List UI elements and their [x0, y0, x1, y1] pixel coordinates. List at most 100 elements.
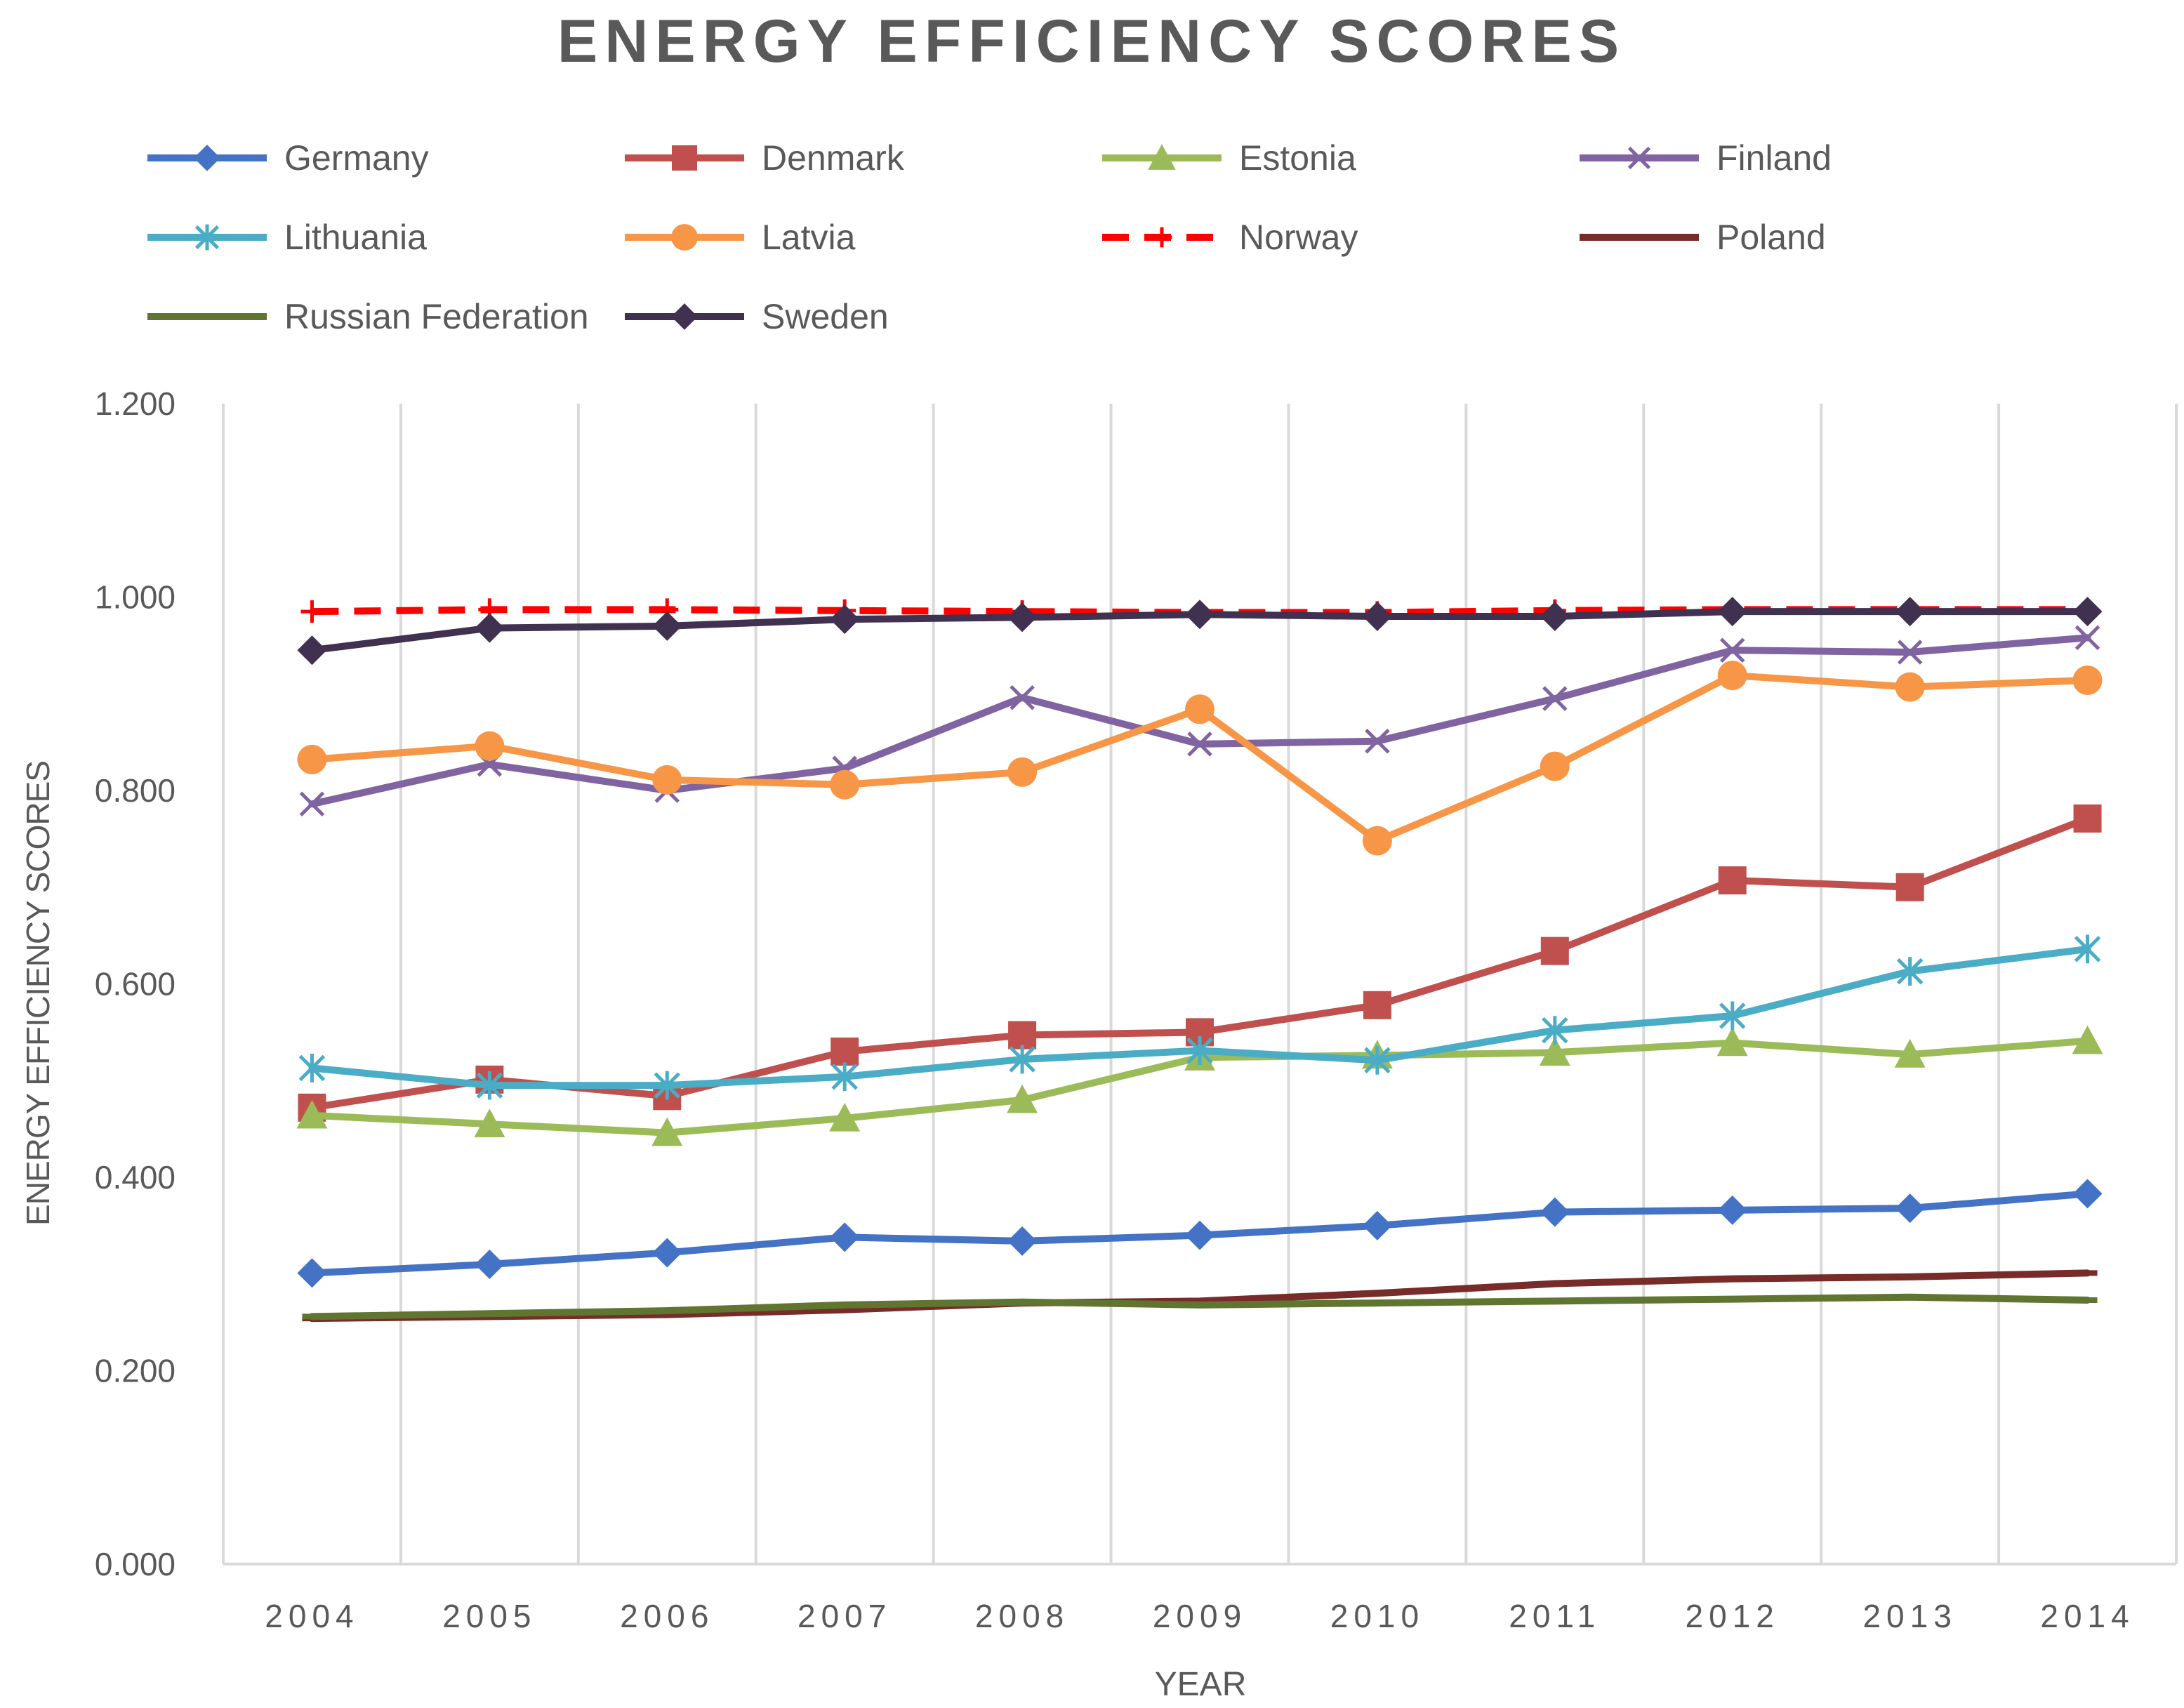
legend-swatch-marker — [1151, 227, 1172, 248]
data-point — [1187, 731, 1212, 757]
data-point — [1540, 602, 1570, 632]
data-point — [2072, 1025, 2103, 1054]
data-point — [1894, 1039, 1926, 1068]
legend-item: Denmark — [625, 138, 905, 178]
y-tick-label: 0.200 — [95, 1353, 176, 1389]
data-point — [1717, 1195, 1747, 1225]
gridlines — [399, 404, 2178, 1564]
series-germany — [297, 1179, 2103, 1288]
legend-item: Poland — [1580, 218, 1826, 257]
data-point — [1718, 866, 1747, 895]
data-point — [1010, 684, 1035, 710]
legend-label: Norway — [1239, 218, 1358, 257]
legend-item: Sweden — [625, 297, 889, 336]
data-point — [2072, 1179, 2103, 1209]
data-point — [1185, 694, 1215, 724]
data-point — [1539, 1037, 1570, 1066]
legend-swatch-marker — [672, 145, 697, 171]
data-point — [1895, 873, 1924, 901]
data-point — [1009, 1045, 1035, 1074]
data-point — [1185, 1220, 1215, 1250]
y-tick-label: 0.800 — [95, 772, 176, 809]
series-sweden — [297, 597, 2103, 666]
legend-item: Norway — [1102, 218, 1358, 257]
x-tick-label: 2010 — [1330, 1598, 1424, 1634]
legend-swatch-marker — [671, 303, 698, 330]
data-point — [1540, 936, 1569, 965]
y-axis-title: ENERGY EFFICIENCY SCORES — [20, 761, 56, 1226]
data-point — [1897, 640, 1923, 665]
data-point — [1719, 1001, 1746, 1031]
data-point — [1717, 597, 1747, 627]
data-point — [1717, 661, 1747, 691]
data-point — [1364, 1045, 1391, 1075]
data-point — [652, 1238, 682, 1268]
data-point — [475, 1249, 505, 1279]
data-point — [1719, 637, 1745, 663]
data-point — [1007, 757, 1038, 787]
data-point — [1007, 602, 1038, 633]
data-point — [474, 1108, 505, 1137]
data-point — [300, 600, 324, 623]
data-point — [651, 1117, 683, 1146]
data-point — [2074, 934, 2101, 964]
data-point — [297, 1258, 327, 1288]
legend-item: Latvia — [625, 218, 856, 257]
data-point — [654, 1071, 681, 1100]
y-tick-label: 0.600 — [95, 966, 176, 1002]
legend-label: Poland — [1716, 218, 1826, 257]
legend-swatch-marker — [1148, 144, 1176, 170]
data-point — [296, 1099, 328, 1129]
legend-swatch-marker — [1627, 146, 1651, 170]
data-point — [1542, 1016, 1568, 1045]
series-russian-federation — [302, 1293, 2098, 1320]
data-point — [1895, 597, 1925, 627]
data-point — [830, 604, 860, 635]
data-point — [831, 1062, 858, 1092]
data-point — [830, 769, 860, 800]
legend-item: Estonia — [1102, 138, 1356, 178]
data-point — [652, 764, 682, 795]
legend-label: Denmark — [762, 138, 905, 178]
x-tick-label: 2013 — [1862, 1598, 1957, 1634]
data-point — [1007, 1226, 1038, 1256]
data-point — [1716, 1027, 1748, 1057]
legend-swatch-marker — [671, 224, 698, 251]
legend-label: Lithuania — [284, 218, 427, 257]
legend-label: Russian Federation — [284, 297, 589, 336]
series-lithuania — [298, 934, 2101, 1100]
chart-title: ENERGY EFFICIENCY SCORES — [557, 8, 1626, 75]
data-point — [1186, 1036, 1213, 1065]
data-point — [829, 1102, 861, 1132]
data-point — [830, 1037, 859, 1066]
y-tick-label: 1.000 — [95, 579, 176, 616]
legend-swatch-marker — [194, 145, 220, 171]
x-tick-label: 2004 — [265, 1598, 359, 1634]
series-group — [296, 597, 2103, 1323]
series-latvia — [297, 661, 2103, 856]
y-tick-label: 1.200 — [95, 385, 176, 422]
legend-label: Sweden — [762, 297, 889, 336]
data-point — [298, 1053, 326, 1083]
axes: 0.000 0.200 0.400 0.600 0.800 1.000 1.200 2004 2… — [95, 385, 2176, 1634]
data-point — [1365, 728, 1390, 754]
data-point — [1363, 991, 1391, 1019]
data-point — [652, 611, 682, 641]
data-point — [1008, 1021, 1037, 1050]
data-point — [2072, 597, 2103, 627]
data-point — [299, 791, 325, 817]
x-tick-label: 2008 — [975, 1598, 1069, 1634]
data-point — [297, 635, 327, 666]
data-point — [1362, 1210, 1392, 1240]
x-tick-label: 2011 — [1509, 1598, 1601, 1634]
legend-label: Estonia — [1239, 138, 1356, 178]
data-point — [2073, 804, 2102, 833]
x-tick-label: 2005 — [442, 1598, 536, 1634]
y-tick-label: 0.400 — [95, 1159, 176, 1196]
x-axis-title: YEAR — [1155, 1666, 1247, 1703]
data-point — [1540, 1197, 1570, 1227]
data-point — [297, 744, 327, 774]
data-point — [830, 1222, 860, 1252]
legend: Germany Denmark Estonia Finland Lithuania Lat… — [147, 138, 1832, 336]
data-point — [1895, 672, 1925, 702]
